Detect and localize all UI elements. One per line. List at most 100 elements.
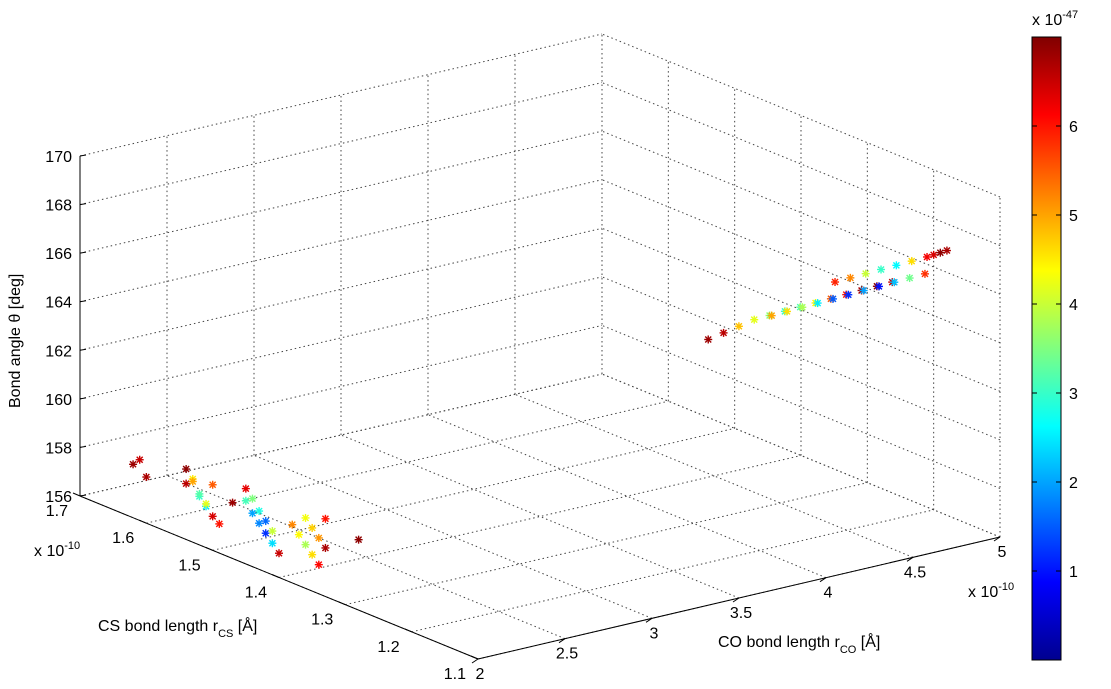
- y-tick-label: 1.6: [112, 530, 134, 547]
- z-tick-label: 166: [45, 246, 72, 263]
- back-wall-grid-z: [79, 324, 603, 448]
- data-point: [314, 560, 323, 569]
- back-wall-grid-z: [79, 276, 603, 400]
- data-point: [129, 460, 138, 469]
- x-tick-label: 3.5: [730, 605, 752, 622]
- data-point: [301, 540, 310, 549]
- x-tick-label: 3: [650, 625, 659, 642]
- data-point: [844, 290, 853, 299]
- data-point: [782, 307, 791, 316]
- x-tick-mark: [906, 556, 914, 562]
- data-point: [268, 539, 277, 548]
- z-tick-label: 158: [45, 440, 72, 457]
- z-tick-label: 164: [45, 295, 72, 312]
- data-point: [719, 328, 728, 337]
- data-point: [195, 489, 204, 498]
- floor-grid-y: [278, 455, 802, 578]
- y-axis-label: CS bond length rCS [Å]: [98, 616, 257, 640]
- data-point: [288, 520, 297, 529]
- x-tick-mark: [732, 597, 740, 603]
- data-point: [135, 455, 144, 464]
- colorbar-tick-label: 5: [1069, 208, 1078, 225]
- data-point: [308, 523, 317, 532]
- data-point: [208, 512, 217, 521]
- colorbar-ticks: 1 2 3 4 5 6: [1032, 119, 1078, 581]
- data-points: [129, 246, 951, 569]
- x-tick-mark: [645, 617, 653, 623]
- data-point: [241, 496, 250, 505]
- x-axis-label: CO bond length rCO [Å]: [718, 632, 880, 656]
- data-point: [929, 250, 938, 259]
- data-point: [308, 550, 317, 559]
- data-point: [861, 269, 870, 278]
- z-axis-label: Bond angle θ [deg]: [7, 274, 24, 408]
- right-wall-grid-z: [601, 324, 1001, 489]
- z-tick-mark: [79, 494, 87, 497]
- data-point: [892, 261, 901, 270]
- z-tick-mark: [79, 300, 87, 303]
- data-point: [314, 533, 323, 542]
- data-point: [704, 335, 713, 344]
- x-tick-label: 4.5: [904, 564, 926, 581]
- x-tick-label: 2: [476, 666, 485, 683]
- z-tick-mark: [79, 445, 87, 448]
- colorbar-tick-label: 4: [1069, 297, 1078, 314]
- data-point: [188, 477, 197, 486]
- floor-grid-x: [166, 475, 566, 640]
- y-tick-mark: [205, 546, 213, 551]
- z-tick-label: 170: [45, 149, 72, 166]
- colorbar-tick-label: 2: [1069, 475, 1078, 492]
- z-tick-mark: [79, 251, 87, 254]
- z-tick-label: 162: [45, 343, 72, 360]
- y-tick-label: 1.1: [444, 666, 466, 683]
- data-point: [255, 507, 264, 516]
- y-tick-label: 1.4: [245, 585, 267, 602]
- data-point: [920, 269, 929, 278]
- back-wall-grid-z: [79, 130, 603, 254]
- data-point: [248, 494, 257, 503]
- data-point: [208, 480, 217, 489]
- data-point: [261, 529, 270, 538]
- data-point: [202, 499, 211, 508]
- data-point: [877, 265, 886, 274]
- z-tick-mark: [79, 397, 87, 400]
- y-tick-mark: [139, 519, 147, 524]
- data-point: [255, 519, 264, 528]
- data-point: [734, 322, 743, 331]
- floor-grid-x: [340, 434, 740, 599]
- y-tick-label: 1.5: [178, 557, 200, 574]
- data-point: [750, 315, 759, 324]
- back-wall-grid-z: [79, 82, 603, 206]
- y-tick-mark: [338, 601, 346, 606]
- x-tick-mark: [471, 658, 479, 664]
- data-point: [241, 484, 250, 493]
- data-point: [354, 535, 363, 544]
- data-point: [828, 294, 837, 303]
- colorbar-tick-label: 3: [1069, 386, 1078, 403]
- x-tick-label: 2.5: [556, 646, 578, 663]
- floor-grid-y: [212, 427, 735, 551]
- data-point: [890, 278, 899, 287]
- floor-grid-y: [411, 509, 934, 633]
- data-point: [907, 257, 916, 266]
- data-point: [301, 513, 310, 522]
- data-point: [831, 278, 840, 287]
- y-axis-multiplier: x 10-10: [34, 540, 80, 560]
- back-wall-grid-z: [79, 373, 603, 497]
- back-wall-grid-z: [79, 33, 603, 157]
- data-point: [215, 519, 224, 528]
- y-tick-mark: [72, 492, 81, 497]
- z-tick-label: 156: [45, 489, 72, 506]
- floor-grid-y: [345, 482, 868, 606]
- data-point: [923, 252, 932, 261]
- z-tick-mark: [79, 348, 87, 351]
- x-tick-label: 5: [998, 544, 1007, 561]
- x-tick-mark: [819, 577, 827, 583]
- data-point: [846, 273, 855, 282]
- axes-box: [72, 154, 1001, 664]
- data-point: [182, 479, 191, 488]
- colorbar-gradient: [1031, 36, 1062, 661]
- right-wall-grid-z: [601, 33, 1001, 198]
- data-point: [228, 498, 237, 507]
